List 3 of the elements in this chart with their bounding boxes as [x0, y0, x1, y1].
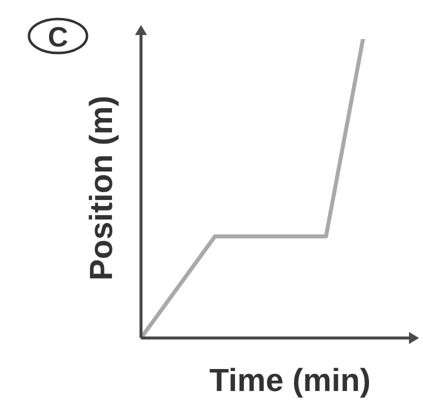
x-axis-title: Time (min): [209, 362, 371, 398]
y-axis-title: Position (m): [83, 96, 119, 280]
text: C: [48, 22, 68, 52]
